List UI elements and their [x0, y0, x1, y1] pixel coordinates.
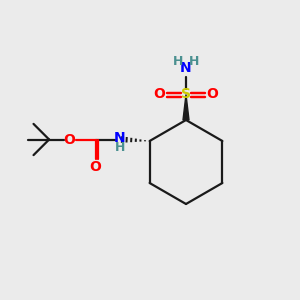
Text: O: O [64, 133, 76, 146]
Text: O: O [154, 88, 166, 101]
Text: O: O [90, 160, 102, 174]
Text: H: H [189, 55, 200, 68]
Text: O: O [206, 88, 218, 101]
Text: N: N [114, 131, 125, 145]
Text: H: H [172, 55, 183, 68]
Text: N: N [180, 61, 192, 75]
Text: H: H [114, 141, 125, 154]
Polygon shape [183, 94, 189, 120]
Text: S: S [181, 88, 191, 101]
